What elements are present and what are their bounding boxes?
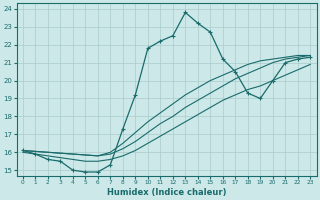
X-axis label: Humidex (Indice chaleur): Humidex (Indice chaleur) [107, 188, 226, 197]
